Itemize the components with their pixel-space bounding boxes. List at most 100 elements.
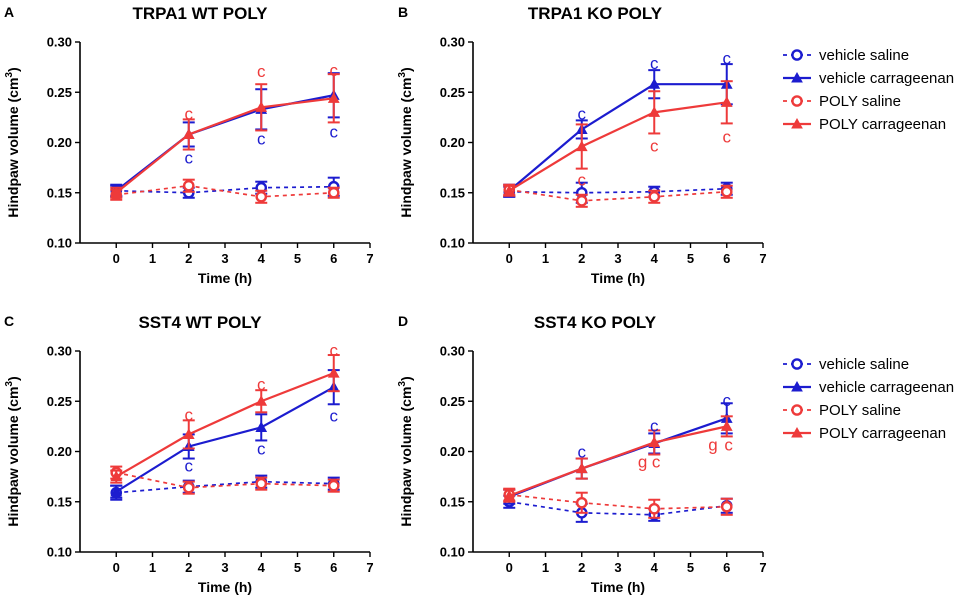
series-line (115, 386, 335, 493)
y-tick-label: 0.30 (47, 344, 72, 359)
data-point (503, 184, 516, 196)
series-vehicle-carrageenan (503, 402, 733, 505)
x-tick-label: 2 (185, 251, 192, 266)
x-tick-label: 6 (723, 560, 730, 575)
data-point (327, 92, 340, 103)
y-tick-label: 0.15 (440, 185, 465, 200)
significance-label: c (578, 171, 587, 190)
series-poly-saline (503, 183, 733, 208)
x-tick-label: 4 (651, 251, 659, 266)
significance-label: c (257, 129, 266, 148)
significance-label: c (185, 149, 194, 168)
significance-label: c (330, 406, 339, 425)
x-tick-label: 2 (578, 560, 585, 575)
panel-letter: A (4, 4, 14, 20)
significance-label: c (724, 435, 733, 454)
significance-label: c (330, 122, 339, 141)
data-point (110, 186, 123, 198)
y-tick-label: 0.30 (47, 35, 72, 50)
legend: vehicle saline vehicle carrageenan POLY sa… (783, 47, 954, 133)
legend-marker (791, 380, 803, 392)
series-poly-saline (110, 178, 340, 204)
data-point (648, 502, 661, 515)
legend-marker (791, 49, 803, 61)
significance-label: c (257, 62, 266, 81)
legend-label: vehicle carrageenan (819, 70, 954, 87)
significance-label: c (257, 439, 266, 458)
chart-title: SST4 KO POLY (534, 313, 657, 332)
data-point (182, 179, 195, 192)
data-point (720, 96, 733, 107)
y-tick-label: 0.20 (440, 444, 465, 459)
data-point (648, 78, 661, 89)
significance-label: c (723, 127, 732, 146)
chart-title: TRPA1 KO POLY (528, 4, 663, 23)
data-point (648, 436, 661, 448)
significance-label: c (185, 457, 194, 476)
panel-letter: B (398, 4, 408, 20)
x-tick-label: 4 (651, 560, 659, 575)
x-tick-label: 7 (759, 251, 766, 266)
data-point (110, 485, 123, 497)
series-poly-saline (503, 487, 733, 519)
data-point (575, 194, 588, 207)
data-point (255, 395, 268, 406)
series-line (508, 417, 728, 498)
y-axis-label: Hindpaw volume (cm3) (397, 376, 414, 526)
x-tick-label: 0 (506, 251, 513, 266)
data-point (327, 479, 340, 492)
significance-label: c (257, 375, 266, 394)
x-tick-label: 0 (113, 251, 120, 266)
data-point (648, 190, 661, 203)
series-vehicle-saline (110, 474, 340, 501)
data-point (648, 106, 661, 117)
data-point (182, 128, 195, 140)
legend-label: POLY saline (819, 93, 901, 110)
y-tick-label: 0.10 (440, 236, 465, 251)
x-tick-label: 5 (294, 560, 301, 575)
panel-c: C SST4 WT POLY 0.10 0.15 0.20 0.25 0.30 0 1 2 3 4 5 6… (4, 313, 374, 595)
series-poly-carrageenan (503, 415, 733, 503)
data-point (255, 190, 268, 203)
data-point (575, 140, 588, 152)
y-axis-label: Hindpaw volume (cm3) (397, 67, 414, 217)
data-point (720, 185, 733, 198)
significance-label: c (652, 453, 661, 472)
series-line (116, 185, 334, 194)
data-point (255, 101, 268, 112)
significance-label: c (650, 137, 659, 156)
x-tick-label: 6 (330, 560, 337, 575)
panel-a: A TRPA1 WT POLY 0.10 0.15 0.20 0.25 0.30 0 1 2 3 4 5… (4, 4, 374, 286)
significance-label: c (723, 391, 732, 410)
series-poly-carrageenan (503, 80, 733, 197)
data-point (503, 489, 516, 501)
data-point (255, 477, 268, 490)
x-axis-label: Time (h) (591, 270, 645, 286)
legend-label: vehicle saline (819, 356, 909, 373)
x-tick-label: 7 (759, 560, 766, 575)
y-tick-label: 0.30 (440, 344, 465, 359)
x-tick-label: 1 (542, 251, 549, 266)
significance-label: c (578, 104, 587, 123)
significance-label: c (185, 405, 194, 424)
series-line (115, 372, 335, 478)
panel-b: B TRPA1 KO POLY 0.10 0.15 0.20 0.25 0.30 0 1 2 3 4 5… (397, 4, 954, 286)
y-tick-label: 0.20 (47, 444, 72, 459)
data-point (327, 367, 340, 378)
y-tick-label: 0.20 (440, 135, 465, 150)
significance-label: c (578, 443, 587, 462)
legend-label: vehicle saline (819, 47, 909, 64)
x-axis-label: Time (h) (198, 270, 252, 286)
series-line (116, 480, 334, 494)
series-vehicle-saline (503, 181, 733, 204)
x-tick-label: 5 (687, 251, 694, 266)
significance-label: c (650, 54, 659, 73)
data-point (575, 496, 588, 509)
series-line (509, 187, 727, 194)
series-line (115, 97, 334, 194)
x-tick-label: 3 (221, 251, 228, 266)
y-tick-label: 0.25 (47, 85, 72, 100)
y-tick-label: 0.25 (47, 394, 72, 409)
significance-label: c (650, 416, 659, 435)
